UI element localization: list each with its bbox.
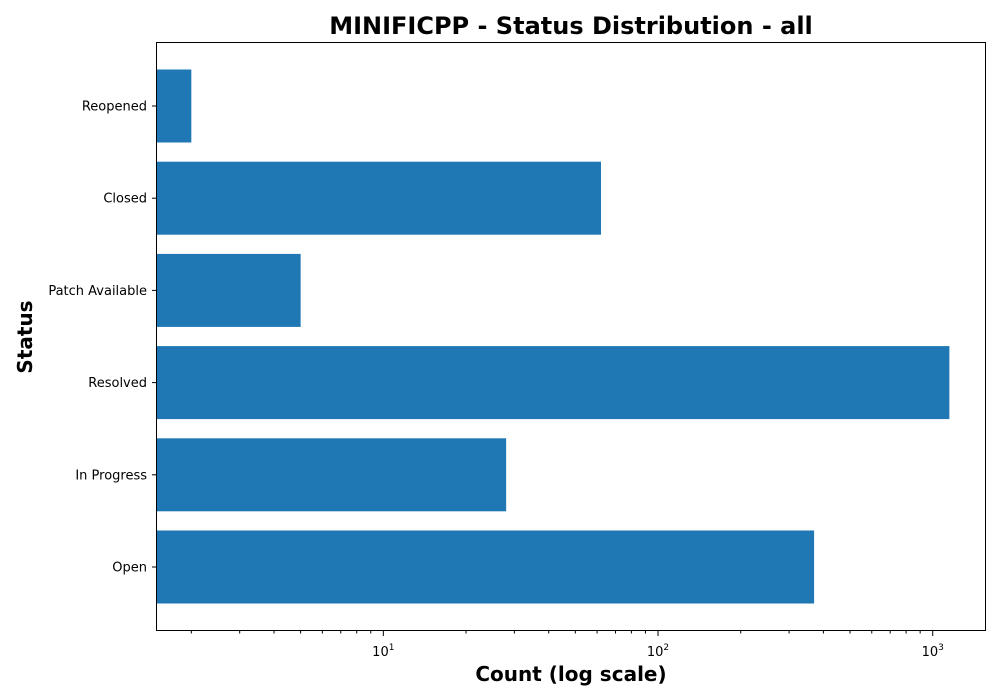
x-tick-label: 102 — [647, 643, 669, 660]
bar-in-progress — [157, 438, 507, 512]
y-tick-label: In Progress — [75, 468, 147, 483]
y-tick-label: Closed — [103, 192, 147, 207]
x-tick-label: 103 — [922, 643, 944, 660]
plot-frame — [156, 42, 986, 631]
y-tick-label: Open — [112, 561, 147, 576]
x-axis-ticks: 101 102 103 — [190, 631, 944, 660]
bar-open — [157, 530, 815, 604]
y-axis-ticks: Open In Progress Resolved Patch Available Cl… — [48, 100, 157, 576]
bar-patch-available — [157, 253, 301, 327]
bar-closed — [157, 161, 601, 235]
y-tick-label: Reopened — [82, 100, 147, 115]
bars — [157, 69, 950, 604]
x-axis-label: Count (log scale) — [475, 662, 666, 686]
y-tick-label: Patch Available — [48, 284, 147, 299]
y-axis-label: Status — [13, 300, 37, 373]
chart-title: MINIFICPP - Status Distribution - all — [329, 12, 813, 40]
x-tick-label: 101 — [372, 643, 394, 660]
bar-reopened — [157, 69, 192, 143]
bar-resolved — [157, 346, 950, 420]
y-tick-label: Resolved — [88, 376, 147, 391]
